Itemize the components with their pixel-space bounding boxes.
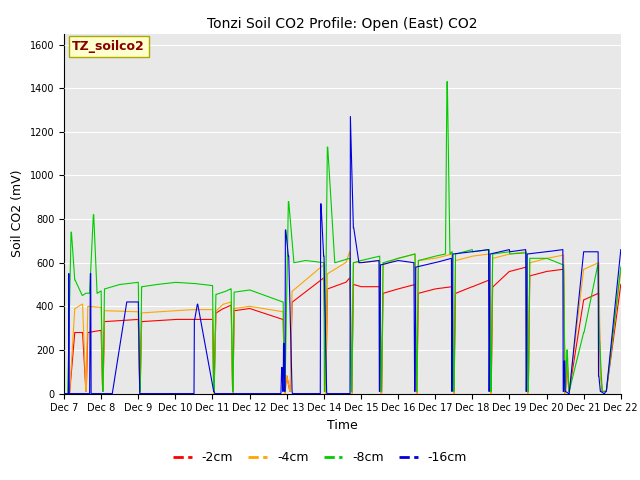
X-axis label: Time: Time — [327, 419, 358, 432]
Text: TZ_soilco2: TZ_soilco2 — [72, 40, 145, 53]
Y-axis label: Soil CO2 (mV): Soil CO2 (mV) — [11, 170, 24, 257]
Title: Tonzi Soil CO2 Profile: Open (East) CO2: Tonzi Soil CO2 Profile: Open (East) CO2 — [207, 17, 477, 31]
Legend: -2cm, -4cm, -8cm, -16cm: -2cm, -4cm, -8cm, -16cm — [168, 446, 472, 469]
